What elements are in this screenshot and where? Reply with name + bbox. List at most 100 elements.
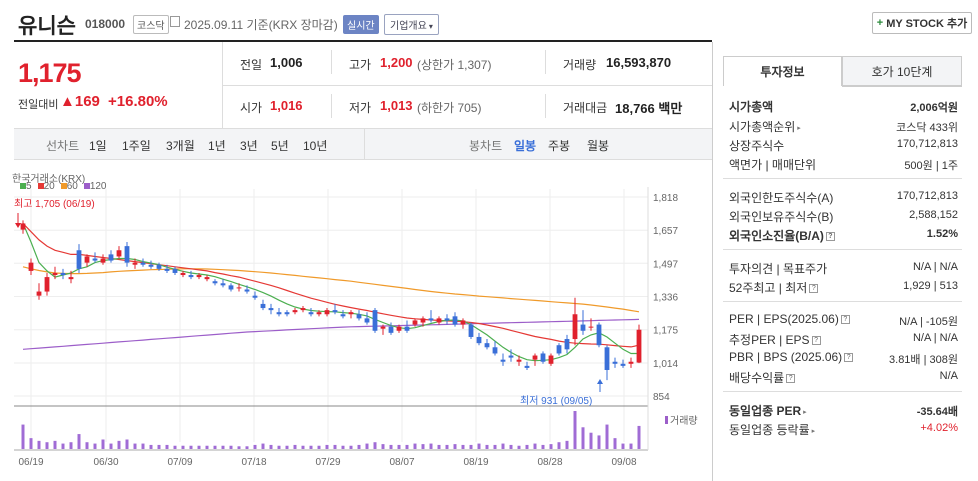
candle-body <box>628 361 634 364</box>
volume-bar <box>365 443 369 449</box>
y-tick-label: 1,175 <box>653 326 678 337</box>
invest-row-value: 170,712,813 <box>896 190 958 202</box>
candle-body <box>572 314 578 340</box>
invest-row-label: 동일업종 PER ▸ <box>729 404 807 418</box>
volume-bar <box>509 444 513 449</box>
candle-tab-weekly[interactable]: 주봉 <box>548 139 571 153</box>
volume-bar <box>469 444 473 449</box>
high-annotation: 최고 1,705 (06/19) <box>14 199 95 210</box>
period-tab-10y[interactable]: 10년 <box>303 139 328 153</box>
add-mystock-button[interactable]: + MY STOCK 추가 <box>872 12 972 34</box>
invest-row-value: N/A | -105원 <box>899 316 958 328</box>
volume-bar <box>117 440 121 449</box>
invest-row-label: 액면가 | 매매단위 <box>729 158 817 172</box>
tab-invest-info[interactable]: 투자정보 <box>723 56 842 86</box>
trade-amount-value: 18,766 백만 <box>615 101 683 116</box>
arrow-right-icon[interactable]: ▸ <box>811 427 816 435</box>
invest-row-label: PER | EPS(2025.06)? <box>729 312 850 326</box>
x-tick-label: 07/29 <box>315 457 340 468</box>
invest-row-value: -35.64배 <box>916 406 958 418</box>
volume-bar <box>525 444 529 449</box>
volume-bar <box>61 443 65 449</box>
volume-bar <box>477 443 481 449</box>
period-tab-1w[interactable]: 1주일 <box>122 139 151 153</box>
period-tab-3y[interactable]: 3년 <box>240 139 258 153</box>
volume-bar <box>109 443 113 449</box>
add-mystock-label: MY STOCK 추가 <box>886 18 968 30</box>
stats-divider-3 <box>331 94 332 118</box>
invest-row-value: 2,006억원 <box>910 102 958 114</box>
candle-body <box>612 361 618 364</box>
volume-bar <box>221 445 225 449</box>
volume-legend: 거래량 <box>665 412 698 427</box>
realtime-button[interactable]: 실시간 <box>343 15 379 34</box>
volume-bar <box>237 446 241 449</box>
right-panel-divider <box>712 42 713 481</box>
line-chart-label: 선차트 <box>46 139 80 153</box>
period-tabbar <box>14 128 712 160</box>
help-icon[interactable]: ? <box>840 315 850 325</box>
period-tab-3m[interactable]: 3개월 <box>166 139 195 153</box>
current-price: 1,175 <box>18 58 82 88</box>
low-annotation: 최저 931 (09/05) <box>520 396 593 407</box>
y-tick-label: 1,657 <box>653 226 678 237</box>
period-tab-5y[interactable]: 5년 <box>271 139 289 153</box>
stock-name: 유니슨 <box>18 15 76 38</box>
volume-bar <box>405 444 409 449</box>
candle-body <box>212 281 218 284</box>
invest-row-label: 52주최고 | 최저? <box>729 279 819 296</box>
invest-row-value: 1,929 | 513 <box>903 280 958 292</box>
tab-underline <box>842 86 962 87</box>
help-icon[interactable]: ? <box>844 353 854 363</box>
help-icon[interactable]: ? <box>809 284 819 294</box>
candle-body <box>140 262 146 265</box>
help-icon[interactable]: ? <box>811 336 821 346</box>
volume-bar <box>421 444 425 449</box>
open-value: 1,016 <box>270 98 303 113</box>
invest-row-value: 1.52% <box>926 228 958 240</box>
period-tab-1d[interactable]: 1일 <box>89 139 107 153</box>
candle-body <box>228 285 234 290</box>
period-tab-1y[interactable]: 1년 <box>208 139 226 153</box>
volume-bar <box>21 424 25 449</box>
x-tick-label: 08/28 <box>537 457 562 468</box>
change-amount: 169 <box>74 93 100 110</box>
arrow-right-icon[interactable]: ▸ <box>797 124 801 132</box>
volume-bar <box>189 445 193 449</box>
volume-bar <box>133 443 137 449</box>
candle-body <box>188 275 194 278</box>
volume-bar <box>565 440 569 449</box>
high-arrow-head <box>15 223 21 228</box>
volume-bar <box>37 440 41 449</box>
change-label: 전일대비 <box>18 99 59 111</box>
ma5-swatch <box>20 183 26 189</box>
x-tick-label: 06/30 <box>93 457 118 468</box>
x-tick-label: 07/18 <box>241 457 266 468</box>
candle-body <box>268 308 274 311</box>
candle-body <box>348 312 354 315</box>
arrow-right-icon[interactable]: ▸ <box>803 408 807 416</box>
stock-code: 018000 <box>85 17 126 31</box>
volume-bar <box>381 444 385 449</box>
help-icon[interactable]: ? <box>825 232 835 242</box>
company-overview-button[interactable]: 기업개요 ▾ <box>384 14 439 35</box>
ma20-swatch <box>37 183 44 189</box>
stats-divider-4 <box>545 94 546 118</box>
volume-bar <box>453 444 457 449</box>
tab-orderbook[interactable]: 호가 10단계 <box>842 56 962 86</box>
stock-chart[interactable]: 1,818 1,657 1,497 1,336 1,175 1,014 854 06/19 06… <box>0 160 712 481</box>
help-icon[interactable]: ? <box>786 374 796 384</box>
header-divider <box>14 40 712 42</box>
invest-row-label: PBR | BPS (2025.06)? <box>729 350 854 364</box>
candle-body <box>356 314 362 319</box>
volume-bar <box>485 444 489 449</box>
x-tick-label: 09/08 <box>611 457 636 468</box>
candle-tab-daily[interactable]: 일봉 <box>514 139 537 153</box>
candle-body <box>548 355 554 364</box>
candle-tab-monthly[interactable]: 월봉 <box>587 139 610 153</box>
volume-bar <box>213 445 217 449</box>
invest-row-value: N/A | N/A <box>912 261 958 273</box>
volume-bar <box>533 443 537 449</box>
y-tick-label: 1,336 <box>653 293 678 304</box>
candle-body <box>524 365 530 368</box>
